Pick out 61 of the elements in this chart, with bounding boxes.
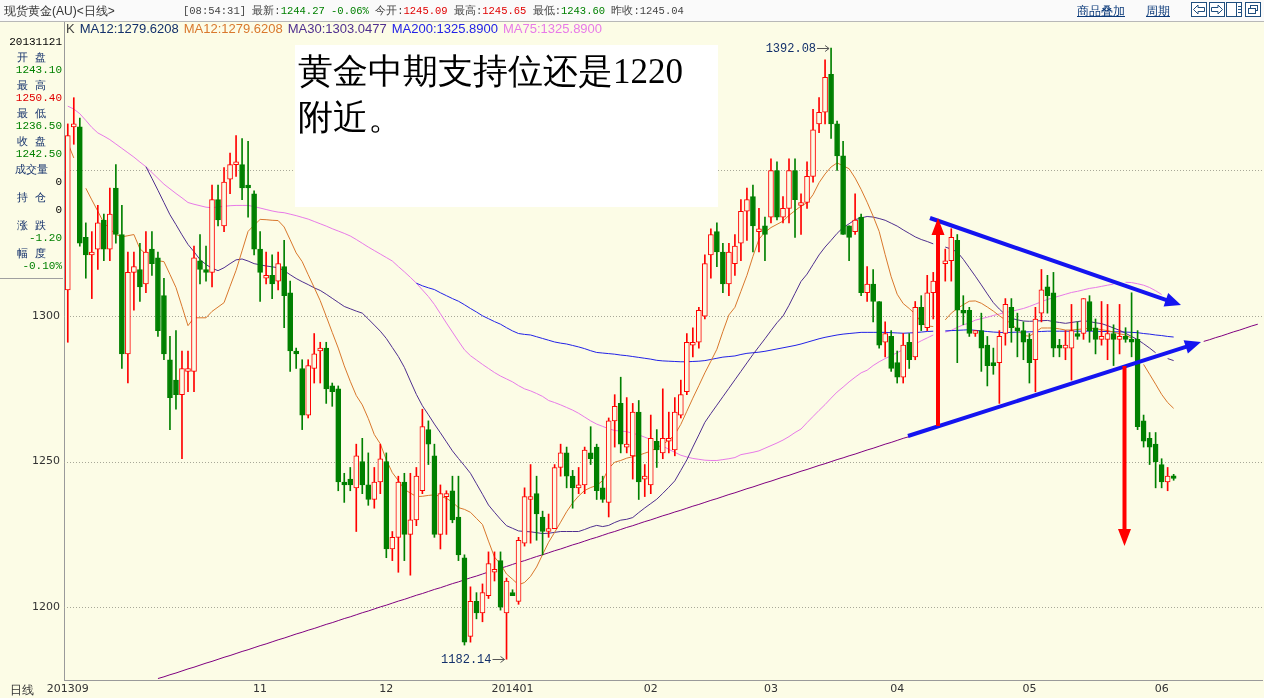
candlestick (173, 330, 179, 410)
y-tick-label: 1200 (32, 600, 60, 614)
candlestick (197, 234, 203, 285)
text: -1.20 (28, 232, 62, 246)
candlestick (131, 251, 137, 311)
text: [08:54:31] 最新:1244.27 -0.06% 今开:1245.09 最高:1245.65 最低:1243.60 昨收:1245.04 (183, 5, 684, 17)
x-tick-label: 03 (763, 682, 778, 696)
text: 最 高 (16, 79, 47, 92)
x-tick-label: 02 (643, 682, 658, 696)
text: MA75:1325.8900 (503, 21, 603, 36)
chart-title: 现货黄金(AU)<日线> (4, 3, 115, 20)
text: 1243.10 (14, 64, 62, 78)
text: 收 盘 (16, 135, 47, 148)
x-tick-label: 201401 (491, 682, 534, 696)
x-tick-label: 201309 (46, 682, 89, 696)
x-tick-label: 04 (890, 682, 905, 696)
candlestick (744, 187, 750, 241)
text: 周期 (1146, 3, 1170, 20)
candlestick (762, 216, 768, 262)
x-tick-label: 05 (1022, 682, 1037, 696)
text: -0.10% (21, 260, 62, 274)
annotation: MA12:1279.6208 (79, 21, 179, 36)
annotation: K (66, 21, 75, 36)
text: 涨 跌 (16, 219, 47, 232)
text: MA30:1303.0477 (287, 21, 387, 36)
candlestick (269, 254, 275, 299)
candlestick (942, 248, 949, 282)
candlestick (653, 429, 660, 468)
x-tick-label: 11 (253, 682, 268, 696)
annotation: 1182.14 (441, 652, 492, 667)
text: 最 低 (16, 107, 47, 120)
text: 0 (54, 176, 62, 190)
candlestick (798, 193, 804, 235)
text: MA12:1279.6208 (183, 21, 283, 36)
candlestick (756, 208, 762, 253)
x-tick-label: 12 (379, 682, 394, 696)
candlestick (864, 266, 870, 302)
text: 0 (54, 204, 62, 218)
annotation: 黄金中期支持位还是1220附近。 (295, 45, 718, 207)
annotation: 1392.08 (765, 41, 817, 56)
x-tick-label: 06 (1154, 682, 1169, 696)
text: 1250.40 (14, 92, 62, 106)
y-tick-label: 1250 (32, 454, 60, 468)
candlestick (930, 272, 937, 320)
candlestick (233, 135, 239, 177)
candlestick (179, 350, 185, 460)
text: 幅 度 (16, 247, 47, 260)
x-axis-title: 日线 (10, 682, 34, 698)
text: 开 盘 (16, 51, 47, 64)
text: 持 仓 (16, 191, 47, 204)
text: 1236.50 (14, 120, 62, 134)
y-tick-label: 1300 (32, 308, 60, 322)
text: 1242.50 (14, 148, 62, 162)
text: 商品叠加 (1077, 3, 1125, 20)
candlestick (263, 251, 269, 285)
text: 20131121 (8, 36, 62, 50)
text: MA200:1325.8900 (391, 21, 499, 36)
candlestick (185, 350, 191, 393)
candlestick (203, 245, 209, 282)
text: 成交量 (14, 163, 49, 176)
candlestick (690, 327, 696, 358)
